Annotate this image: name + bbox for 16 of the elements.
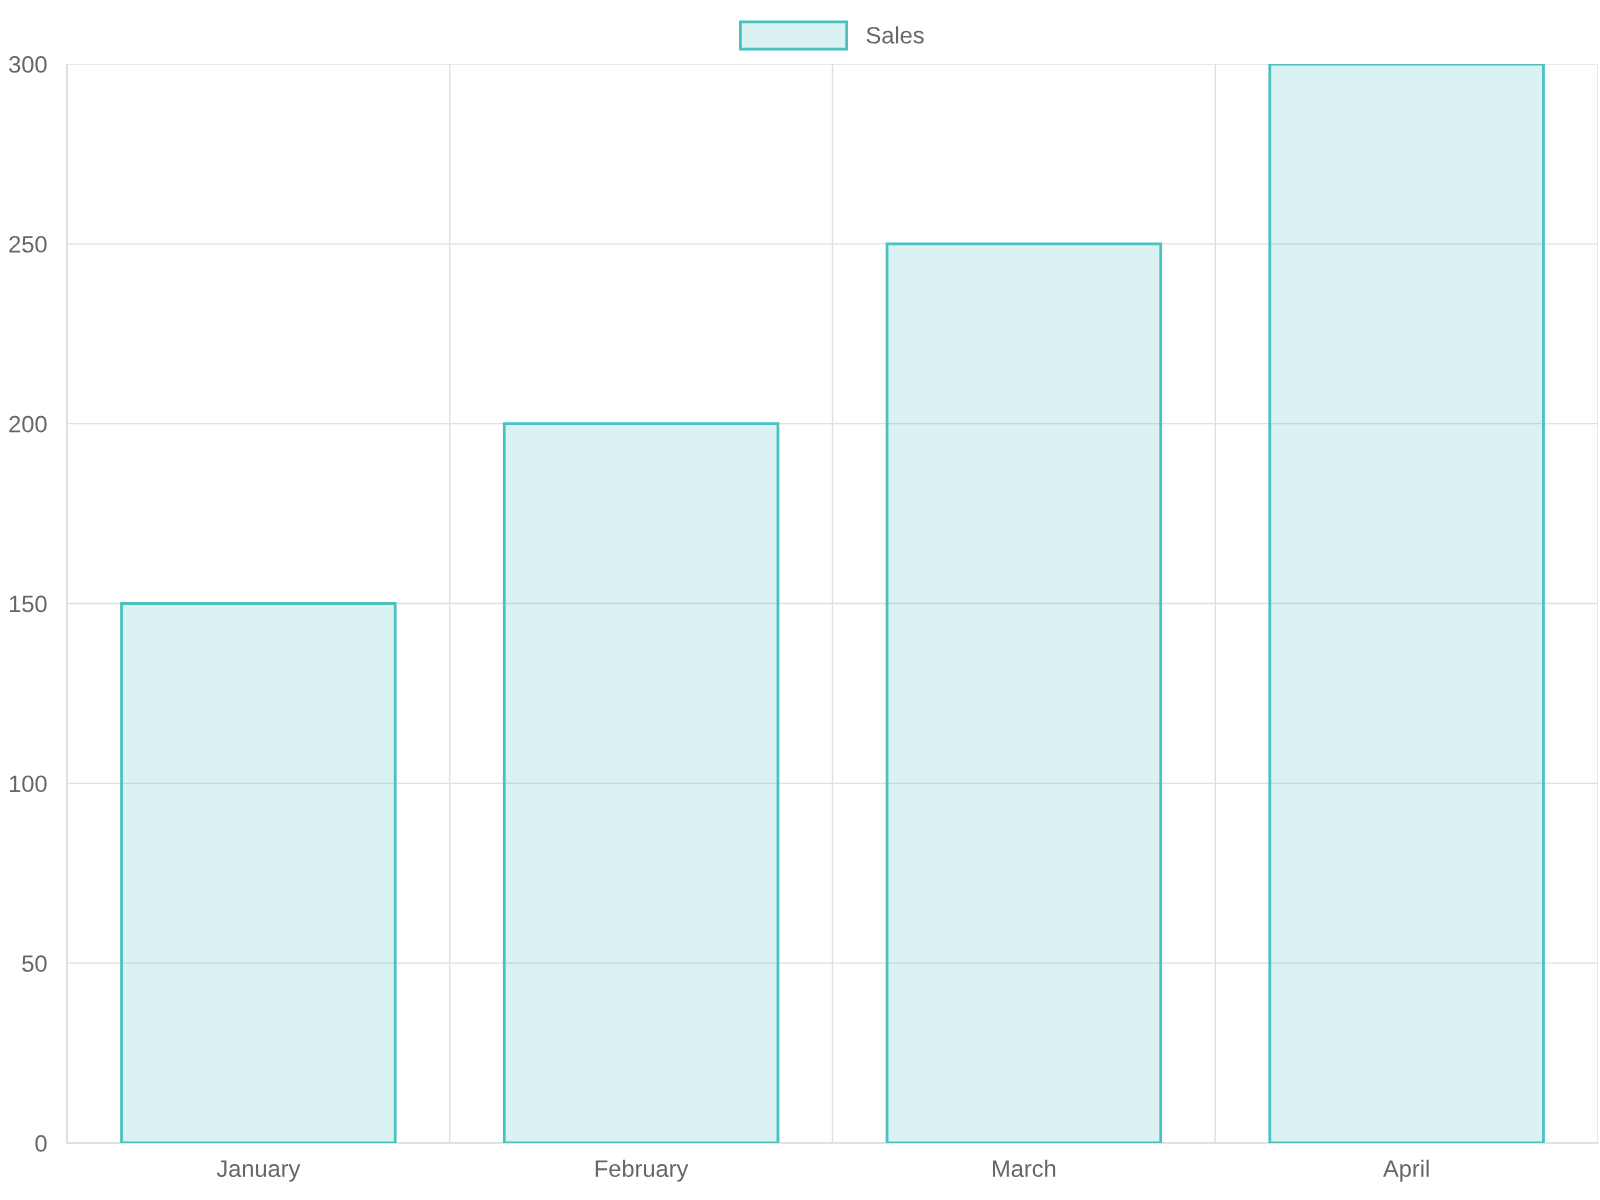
x-tick-label: March xyxy=(993,1159,1056,1178)
bar xyxy=(502,422,780,1143)
y-tick-label: 300 xyxy=(9,56,47,73)
y-tick-label: 200 xyxy=(9,415,47,433)
x-tick-label: April xyxy=(1383,1159,1429,1182)
y-tick-label: 100 xyxy=(9,775,47,793)
legend-label: Sales xyxy=(866,26,924,44)
x-tick-label: February xyxy=(595,1159,689,1182)
x-tick-label: January xyxy=(216,1160,301,1182)
y-tick-label: 150 xyxy=(9,595,47,613)
bar xyxy=(1268,64,1545,1143)
y-tick-label: 0 xyxy=(35,1135,47,1152)
y-tick-label: 50 xyxy=(22,955,47,972)
y-tick-label: 250 xyxy=(9,235,47,253)
bar xyxy=(120,602,397,1143)
bar xyxy=(885,242,1163,1143)
